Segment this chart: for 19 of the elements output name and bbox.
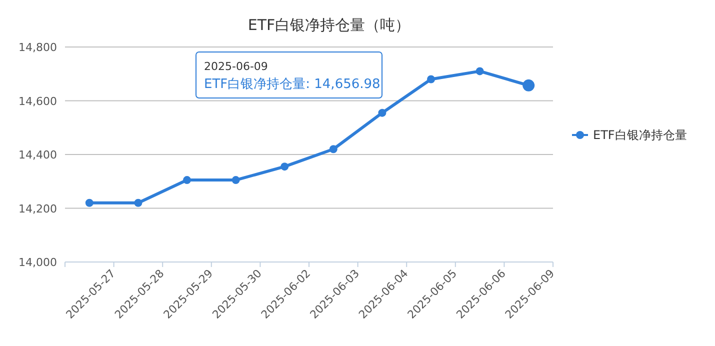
annotation: ETF白银净持仓量: 14,656.98 xyxy=(204,77,380,92)
chart-title: ETF白银净持仓量（吨） xyxy=(248,16,410,34)
point xyxy=(476,67,484,76)
point xyxy=(378,108,386,117)
point xyxy=(427,75,435,84)
tooltip: 2025-06-09 ETF白银净持仓量: 14,656.98 xyxy=(196,52,382,98)
point xyxy=(280,162,289,171)
y-tick-label: 14,600 xyxy=(18,94,57,108)
annotation: 2025-06-09 xyxy=(204,60,268,73)
point xyxy=(134,198,142,207)
point xyxy=(329,145,338,154)
y-tick-label: 14,400 xyxy=(18,148,57,162)
legend-label: ETF白银净持仓量 xyxy=(593,128,687,142)
point xyxy=(85,198,94,207)
y-tick-label: 14,200 xyxy=(18,202,57,216)
y-tick-label: 14,800 xyxy=(18,41,57,54)
point xyxy=(232,176,240,184)
y-tick-label: 14,000 xyxy=(18,256,57,269)
point xyxy=(183,176,191,184)
